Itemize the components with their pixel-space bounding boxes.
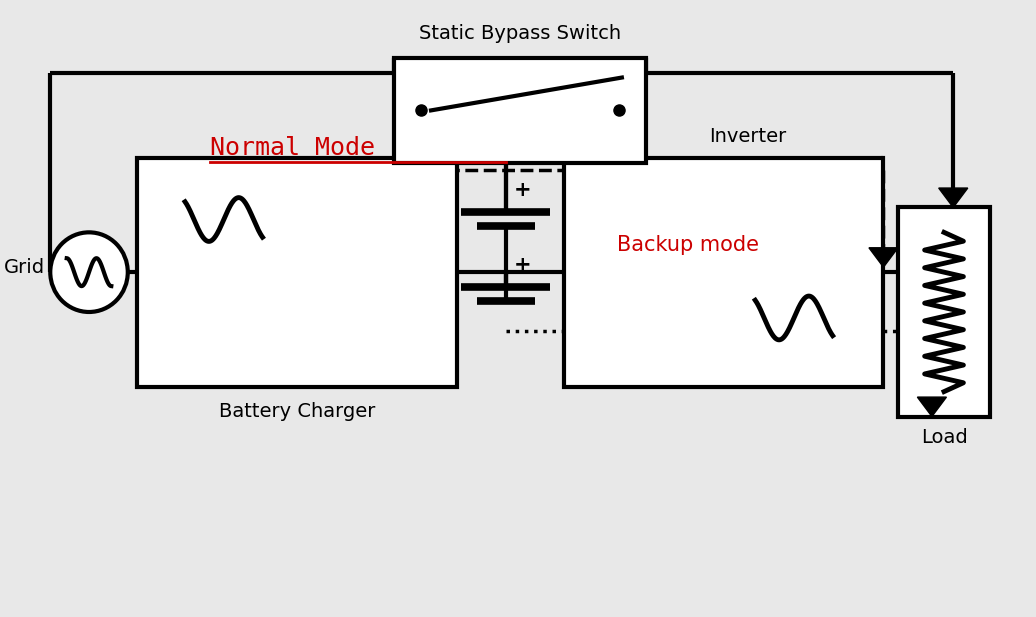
Bar [898,207,990,416]
Polygon shape [939,188,968,207]
Bar [395,58,646,163]
Text: Battery Charger: Battery Charger [220,402,375,421]
Text: Normal Mode: Normal Mode [210,136,375,160]
Text: Grid: Grid [4,258,46,276]
Bar [138,158,457,387]
Text: Backup mode: Backup mode [617,235,759,255]
Text: +: + [514,255,531,275]
Text: Inverter: Inverter [710,126,786,146]
Circle shape [51,233,127,312]
Text: Load: Load [921,428,968,447]
Bar [564,158,884,387]
Polygon shape [869,248,898,267]
Text: +: + [514,181,531,201]
Text: Static Bypass Switch: Static Bypass Switch [420,24,622,43]
Polygon shape [918,397,947,416]
